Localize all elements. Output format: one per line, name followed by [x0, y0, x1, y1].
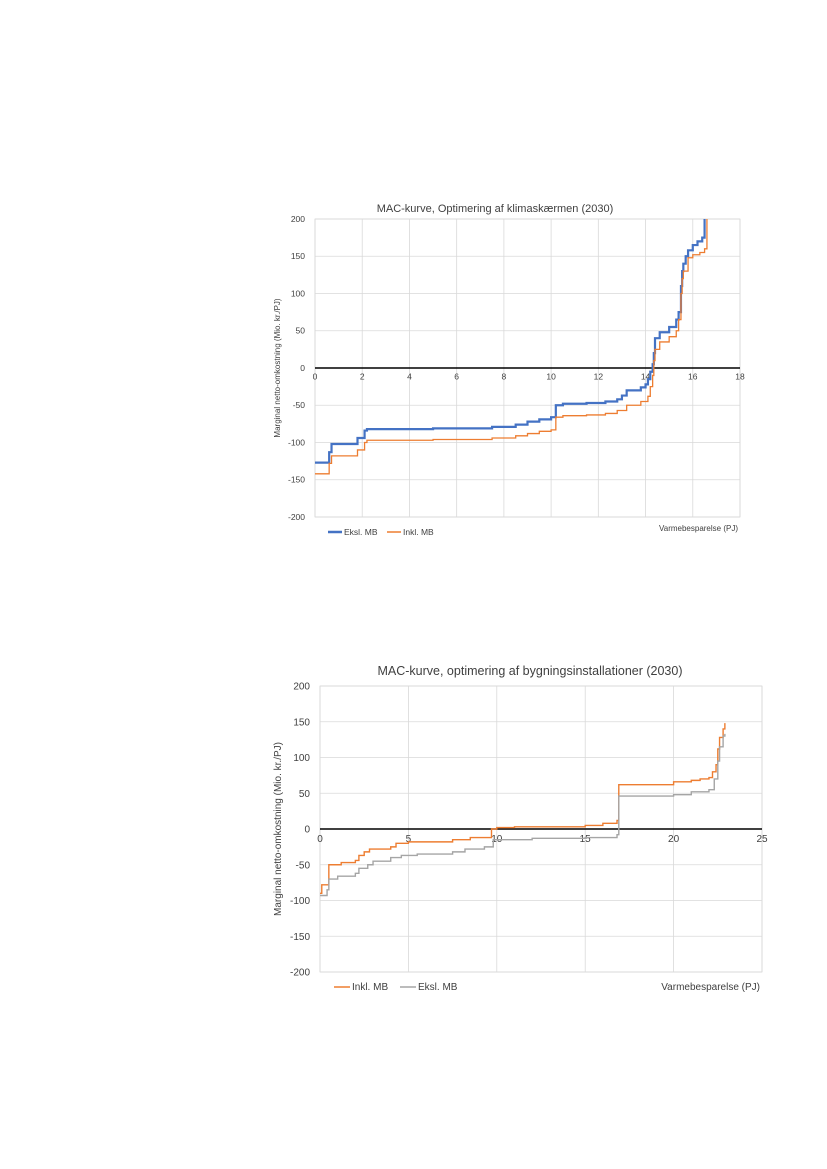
chart1-series-inkl-mb-line	[315, 219, 708, 475]
mac-chart-klimaskaermen: MAC-kurve, Optimering af klimaskærmen (2…	[273, 203, 745, 537]
chart1-x-axis-label: Varmebesparelse (PJ)	[659, 524, 738, 533]
chart1-series-eksl-mb-line	[315, 219, 706, 464]
chart1-x-tick-label: 10	[546, 372, 556, 382]
chart2-y-tick-label: 150	[293, 717, 310, 728]
chart2-legend: Inkl. MB Eksl. MB	[334, 982, 458, 993]
chart1-y-tick-label: -100	[288, 437, 305, 447]
chart1-x-tick-label: 12	[594, 372, 604, 382]
chart1-y-tick-label: 0	[300, 363, 305, 373]
chart1-y-tick-label: 150	[291, 251, 305, 261]
chart2-y-tick-label: -50	[296, 860, 311, 871]
chart1-x-tick-label: 6	[454, 372, 459, 382]
chart2-x-tick-label: 15	[580, 834, 592, 845]
chart2-y-tick-label: 100	[293, 753, 310, 764]
chart1-x-tick-label: 4	[407, 372, 412, 382]
chart1-y-tick-label: 100	[291, 288, 305, 298]
chart1-legend-label-inkl: Inkl. MB	[403, 527, 434, 537]
chart1-x-tick-label: 18	[735, 372, 745, 382]
chart1-y-axis-label: Marginal netto-omkostning (Mio. kr./PJ)	[273, 298, 282, 437]
chart2-title: MAC-kurve, optimering af bygningsinstall…	[377, 664, 682, 678]
mac-chart-bygningsinstallationer: MAC-kurve, optimering af bygningsinstall…	[273, 664, 768, 993]
chart1-y-tick-label: 200	[291, 214, 305, 224]
chart2-y-tick-label: 0	[304, 825, 310, 836]
chart2-y-tick-label: -150	[290, 932, 310, 943]
chart1-gridlines	[314, 218, 741, 518]
chart2-y-tick-label: -100	[290, 896, 310, 907]
chart1-legend: Eksl. MB Inkl. MB	[328, 527, 434, 537]
chart1-title: MAC-kurve, Optimering af klimaskærmen (2…	[377, 203, 614, 215]
chart1-y-tick-label: -150	[288, 475, 305, 485]
chart1-y-tick-label: 50	[296, 326, 306, 336]
chart2-y-tick-label: -200	[290, 968, 310, 979]
chart2-x-tick-label: 25	[756, 834, 768, 845]
chart2-x-tick-label: 0	[317, 834, 323, 845]
chart1-y-tick-label: -200	[288, 512, 305, 522]
chart2-y-tick-label: 200	[293, 682, 310, 693]
chart2-series-inkl-mb-line	[320, 723, 726, 895]
chart1-x-tick-label: 8	[502, 372, 507, 382]
chart1-x-tick-label: 14	[641, 372, 651, 382]
chart1-y-tick-label: -50	[293, 400, 306, 410]
chart2-y-axis-label: Marginal netto-omkostning (Mio. kr./PJ)	[273, 742, 284, 916]
chart1-x-tick-label: 2	[360, 372, 365, 382]
chart2-x-axis-label: Varmebesparelse (PJ)	[661, 982, 760, 993]
chart1-legend-label-eksl: Eksl. MB	[344, 527, 378, 537]
chart1-x-tick-label: 0	[313, 372, 318, 382]
chart2-series-eksl-mb-line	[320, 733, 726, 897]
chart2-legend-label-inkl: Inkl. MB	[352, 982, 388, 993]
chart2-x-tick-label: 20	[668, 834, 680, 845]
chart2-y-tick-label: 50	[299, 789, 311, 800]
chart2-legend-label-eksl: Eksl. MB	[418, 982, 458, 993]
chart2-x-tick-label: 5	[406, 834, 412, 845]
chart1-x-tick-label: 16	[688, 372, 698, 382]
